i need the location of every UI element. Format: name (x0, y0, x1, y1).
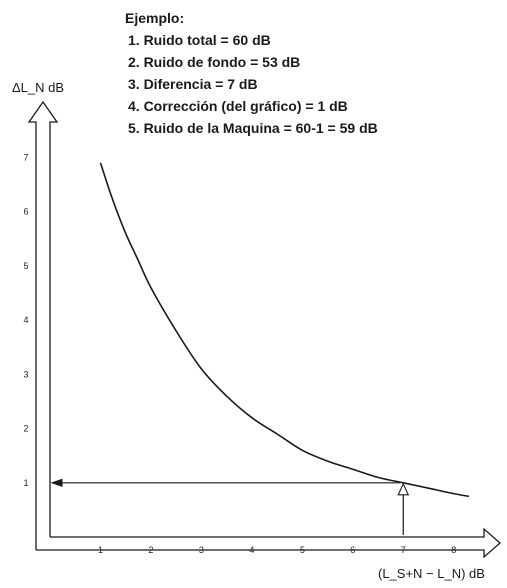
y-tick-label: 7 (23, 153, 28, 163)
y-tick-label: 5 (23, 261, 28, 271)
example-step-5: 5. Ruido de la Maquina = 60-1 = 59 dB (128, 120, 378, 136)
y-axis (27, 100, 59, 550)
x-tick-label: 1 (98, 545, 103, 555)
y-tick-label: 6 (23, 207, 28, 217)
example-step-4: 4. Corrección (del gráfico) = 1 dB (128, 98, 348, 114)
y-tick-label: 4 (23, 315, 28, 325)
correction-curve (99, 162, 470, 498)
example-heading: Ejemplo: (125, 10, 184, 26)
x-tick-label: 5 (300, 545, 305, 555)
y-tick-label: 3 (23, 369, 28, 379)
example-step-2: 2. Ruido de fondo = 53 dB (128, 54, 300, 70)
example-left-arrowhead (50, 478, 63, 487)
x-axis (36, 527, 501, 559)
example-reading (50, 478, 410, 535)
x-tick-label: 7 (401, 545, 406, 555)
x-tick-label: 6 (350, 545, 355, 555)
y-axis-title: ΔL_N dB (12, 80, 64, 95)
example-up-arrowhead (397, 482, 410, 496)
y-tick-label: 1 (23, 478, 28, 488)
x-tick-label: 3 (199, 545, 204, 555)
y-tick-label: 2 (23, 424, 28, 434)
example-notes: Ejemplo: 1. Ruido total = 60 dB 2. Ruido… (125, 10, 378, 136)
example-step-1: 1. Ruido total = 60 dB (128, 32, 271, 48)
y-tick-labels: 1 2 3 4 5 6 7 (23, 153, 28, 488)
x-tick-labels: 1 2 3 4 5 6 7 8 (98, 545, 456, 555)
example-step-3: 3. Diferencia = 7 dB (128, 76, 258, 92)
x-tick-label: 8 (451, 545, 456, 555)
x-tick-label: 2 (148, 545, 153, 555)
x-axis-title: (L_S+N − L_N) dB (378, 566, 485, 581)
x-tick-label: 4 (249, 545, 254, 555)
